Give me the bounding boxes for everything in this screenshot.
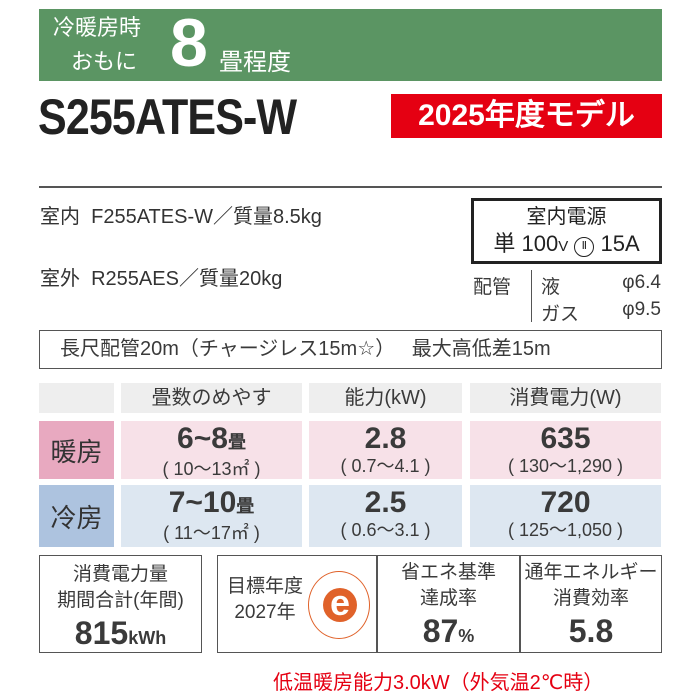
header-capacity: 能力(kW) bbox=[309, 383, 462, 413]
header-power: 消費電力(W) bbox=[470, 383, 661, 413]
cooling-tatami: 7~10畳 ( 11〜17㎡ ) bbox=[121, 485, 302, 547]
apf: 通年エネルギー 消費効率 5.8 bbox=[520, 560, 662, 650]
cooling-power: 720 ( 125〜1,050 ) bbox=[470, 485, 661, 547]
power-amp: 15A bbox=[600, 231, 640, 256]
heating-power-value: 635 bbox=[540, 422, 591, 455]
power-value: 単 100V Ⅱ 15A bbox=[474, 230, 659, 261]
energy-standard-box: 目標年度 2027年 e 省エネ基準 達成率 87% 通年エネルギー 消費効率 … bbox=[217, 555, 662, 653]
cooling-capacity: 2.5 ( 0.6〜3.1 ) bbox=[309, 485, 462, 547]
divider bbox=[519, 556, 521, 652]
annual-line1: 消費電力量 bbox=[72, 564, 168, 585]
piping-divider bbox=[531, 270, 532, 322]
outdoor-unit-spec: 室外 R255AES／質量20kg bbox=[40, 268, 283, 290]
heating-capacity: 2.8 ( 0.7〜4.1 ) bbox=[309, 421, 462, 479]
liquid-diameter: φ6.4 bbox=[622, 272, 661, 293]
power-phase: 単 bbox=[493, 231, 516, 256]
tatami-unit: 畳 bbox=[236, 496, 255, 516]
apf-line1: 通年エネルギー bbox=[524, 562, 658, 583]
low-temp-heating-note: 低温暖房能力3.0kW（外気温2℃時） bbox=[273, 672, 604, 694]
liquid-label: 液 bbox=[541, 277, 561, 298]
model-number: S255ATES-W bbox=[38, 89, 297, 145]
gas-label: ガス bbox=[541, 304, 580, 325]
gas-diameter: φ9.5 bbox=[622, 299, 661, 320]
row-label-cooling: 冷房 bbox=[39, 485, 114, 547]
achievement-value: 87 bbox=[422, 613, 459, 649]
row-label-heating: 暖房 bbox=[39, 421, 114, 479]
heating-capacity-value: 2.8 bbox=[364, 422, 407, 455]
achievement-line1: 省エネ基準 bbox=[400, 562, 496, 583]
divider bbox=[376, 556, 378, 652]
plug-icon: Ⅱ bbox=[574, 237, 595, 257]
divider bbox=[39, 186, 662, 188]
cooling-capacity-range: ( 0.6〜3.1 ) bbox=[340, 520, 431, 540]
cooling-power-value: 720 bbox=[540, 486, 591, 519]
target-year: 目標年度 2027年 bbox=[218, 574, 312, 626]
e-mark-icon: e bbox=[308, 571, 370, 639]
target-line1: 目標年度 bbox=[226, 576, 303, 597]
heating-power-range: ( 130〜1,290 ) bbox=[507, 456, 624, 476]
tatami-banner: 冷暖房時 おもに 8 畳程度 bbox=[39, 5, 662, 81]
target-line2: 2027年 bbox=[234, 602, 296, 623]
annual-line2: 期間合計(年間) bbox=[57, 590, 184, 611]
cooling-power-range: ( 125〜1,050 ) bbox=[507, 520, 624, 540]
indoor-unit-spec: 室内 F255ATES-W／質量8.5kg bbox=[40, 206, 322, 228]
heating-area: ( 10〜13㎡ ) bbox=[162, 459, 261, 479]
power-volt-unit: V bbox=[558, 238, 569, 255]
cooling-tatami-value: 7~10 bbox=[168, 486, 237, 519]
heating-power: 635 ( 130〜1,290 ) bbox=[470, 421, 661, 479]
cooling-capacity-value: 2.5 bbox=[364, 486, 407, 519]
heating-tatami: 6~8畳 ( 10〜13㎡ ) bbox=[121, 421, 302, 479]
year-badge: 2025年度モデル bbox=[391, 94, 662, 138]
banner-line1: 冷暖房時 bbox=[53, 15, 142, 40]
heating-tatami-value: 6~8 bbox=[177, 422, 228, 455]
banner-line2: おもに bbox=[71, 49, 138, 74]
power-volt: 100 bbox=[521, 231, 559, 256]
long-pipe-info: 長尺配管20m（チャージレス15m☆） 最大高低差15m bbox=[39, 330, 662, 369]
apf-value: 5.8 bbox=[568, 613, 614, 649]
power-supply-box: 室内電源 単 100V Ⅱ 15A bbox=[471, 198, 662, 264]
annual-unit: kWh bbox=[128, 628, 167, 648]
heating-capacity-range: ( 0.7〜4.1 ) bbox=[340, 456, 431, 476]
achievement-unit: % bbox=[458, 626, 475, 646]
table-corner bbox=[39, 383, 114, 413]
piping-label: 配管 bbox=[473, 277, 512, 298]
achievement-rate: 省エネ基準 達成率 87% bbox=[377, 560, 520, 655]
tatami-unit: 畳 bbox=[227, 432, 246, 452]
apf-line2: 消費効率 bbox=[552, 588, 629, 609]
annual-value: 815 bbox=[74, 615, 129, 651]
achievement-line2: 達成率 bbox=[419, 588, 477, 609]
header-tatami: 畳数のめやす bbox=[121, 383, 302, 413]
power-title: 室内電源 bbox=[526, 206, 607, 228]
banner-unit: 畳程度 bbox=[219, 49, 291, 76]
annual-consumption-box: 消費電力量 期間合計(年間) 815kWh bbox=[39, 555, 202, 653]
banner-tatami: 8 bbox=[170, 5, 208, 81]
cooling-area: ( 11〜17㎡ ) bbox=[163, 523, 260, 543]
